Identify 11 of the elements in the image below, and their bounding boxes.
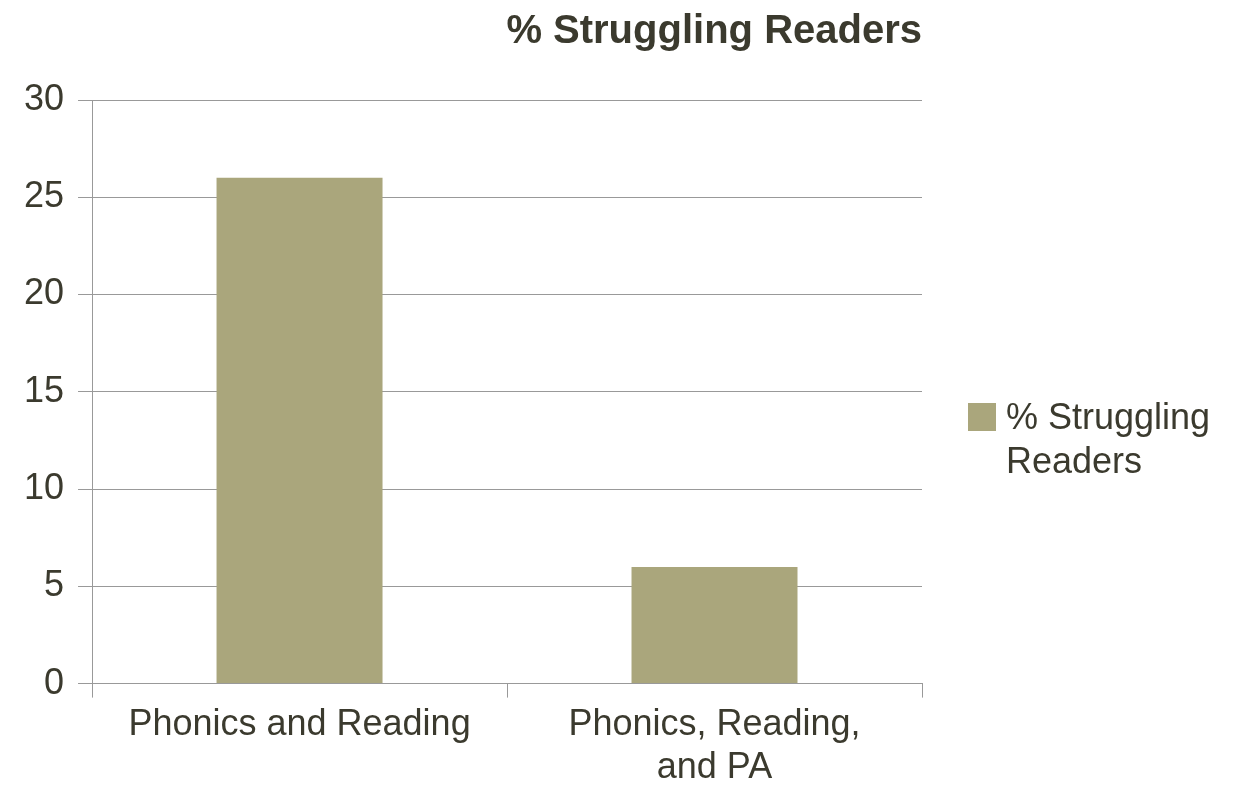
x-tick-label: Phonics, Reading, and PA — [568, 702, 861, 787]
y-tick-label: 10 — [24, 465, 65, 507]
y-tick-label: 5 — [44, 563, 65, 605]
y-tick-label: 0 — [44, 660, 65, 702]
y-tick-label: 25 — [24, 174, 65, 216]
y-tick-label: 20 — [24, 271, 65, 313]
x-tick-label: Phonics and Reading — [128, 702, 471, 744]
legend-label: % Struggling Readers — [1006, 395, 1212, 483]
chart-title: % Struggling Readers — [506, 7, 922, 52]
y-tick-label: 15 — [24, 368, 65, 410]
y-tick-label: 30 — [24, 76, 65, 118]
